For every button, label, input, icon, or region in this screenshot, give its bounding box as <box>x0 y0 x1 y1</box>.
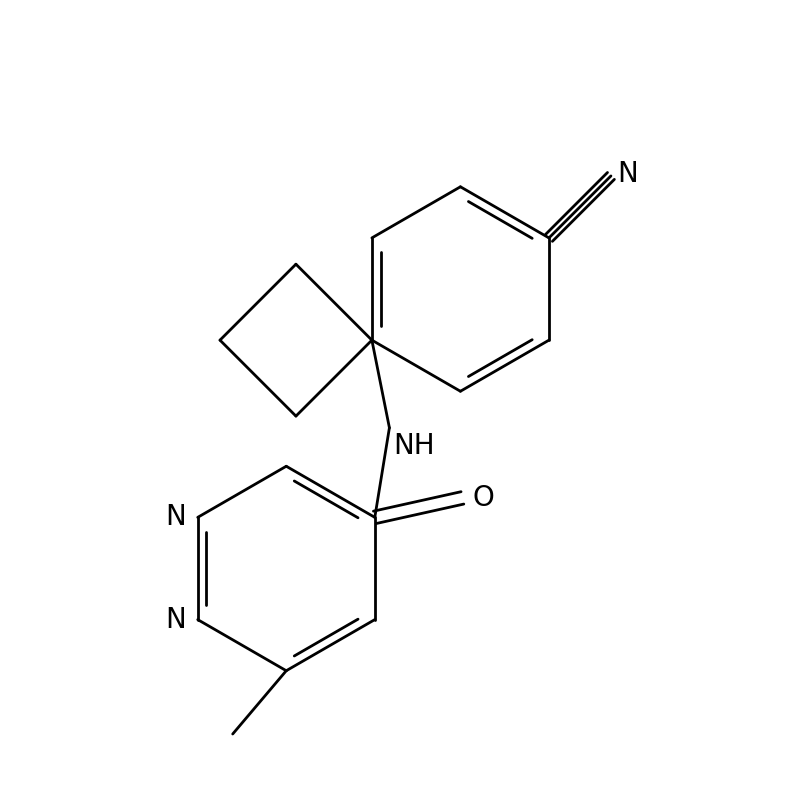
Text: N: N <box>165 606 185 634</box>
Text: N: N <box>617 160 638 188</box>
Text: NH: NH <box>393 431 434 460</box>
Text: N: N <box>165 504 185 532</box>
Text: O: O <box>471 484 493 512</box>
